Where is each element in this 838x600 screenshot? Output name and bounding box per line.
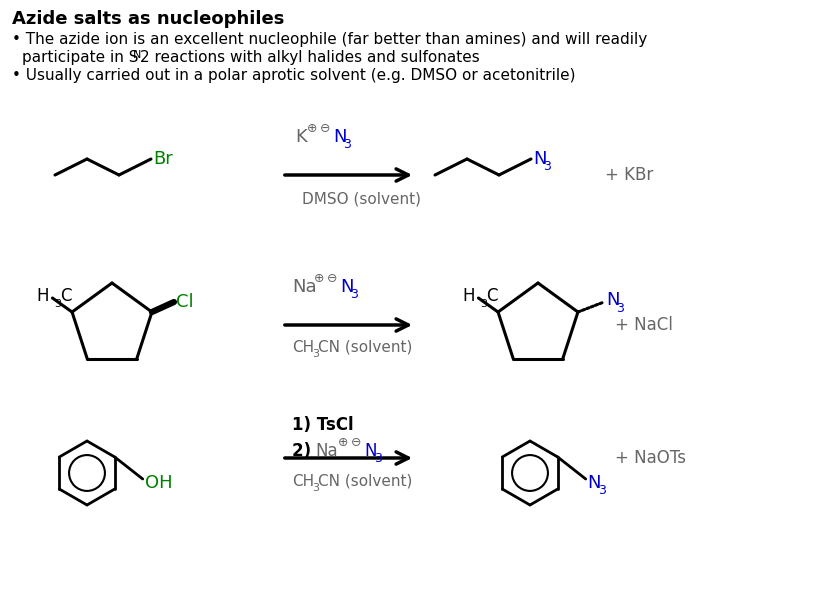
- Text: C: C: [60, 287, 72, 305]
- Text: N: N: [533, 150, 546, 168]
- Text: 3: 3: [312, 349, 319, 359]
- Text: 3: 3: [597, 485, 606, 497]
- Text: K: K: [295, 128, 307, 146]
- Text: 3: 3: [312, 483, 319, 493]
- Text: 3: 3: [374, 452, 382, 466]
- Text: N: N: [133, 50, 142, 60]
- Text: participate in S: participate in S: [22, 50, 138, 65]
- Text: N: N: [606, 291, 619, 309]
- Text: 3: 3: [54, 299, 61, 309]
- Text: Azide salts as nucleophiles: Azide salts as nucleophiles: [12, 10, 284, 28]
- Text: • The azide ion is an excellent nucleophile (far better than amines) and will re: • The azide ion is an excellent nucleoph…: [12, 32, 647, 47]
- Text: ⊕: ⊕: [314, 271, 324, 284]
- Text: 2 reactions with alkyl halides and sulfonates: 2 reactions with alkyl halides and sulfo…: [140, 50, 479, 65]
- Text: ⊖: ⊖: [351, 436, 361, 449]
- Text: 1) TsCl: 1) TsCl: [292, 416, 354, 434]
- Text: H: H: [462, 287, 474, 305]
- Text: ⊖: ⊖: [320, 121, 330, 134]
- Text: + KBr: + KBr: [605, 166, 654, 184]
- Text: CH: CH: [292, 340, 314, 355]
- Text: Na: Na: [292, 278, 317, 296]
- Text: N: N: [587, 474, 601, 492]
- Text: CH: CH: [292, 473, 314, 488]
- Text: 3: 3: [480, 299, 488, 309]
- Text: Na: Na: [315, 442, 338, 460]
- Text: • Usually carried out in a polar aprotic solvent (e.g. DMSO or acetonitrile): • Usually carried out in a polar aprotic…: [12, 68, 576, 83]
- Text: + NaCl: + NaCl: [615, 316, 673, 334]
- Text: ⊕: ⊕: [307, 121, 318, 134]
- Text: ⊖: ⊖: [327, 271, 338, 284]
- Text: C: C: [486, 287, 498, 305]
- Text: 3: 3: [343, 139, 351, 151]
- Text: Br: Br: [153, 150, 173, 168]
- Text: 2): 2): [292, 442, 317, 460]
- Text: N: N: [364, 442, 376, 460]
- Text: 3: 3: [616, 302, 623, 314]
- Text: 3: 3: [543, 160, 551, 173]
- Text: Cl: Cl: [176, 293, 194, 311]
- Text: CN (solvent): CN (solvent): [318, 473, 412, 488]
- Text: N: N: [340, 278, 354, 296]
- Text: ⊕: ⊕: [338, 436, 349, 449]
- Text: + NaOTs: + NaOTs: [615, 449, 686, 467]
- Text: OH: OH: [145, 474, 173, 492]
- Text: CN (solvent): CN (solvent): [318, 340, 412, 355]
- Text: H: H: [36, 287, 49, 305]
- Text: 3: 3: [350, 289, 358, 301]
- Text: DMSO (solvent): DMSO (solvent): [302, 191, 421, 206]
- Text: N: N: [333, 128, 346, 146]
